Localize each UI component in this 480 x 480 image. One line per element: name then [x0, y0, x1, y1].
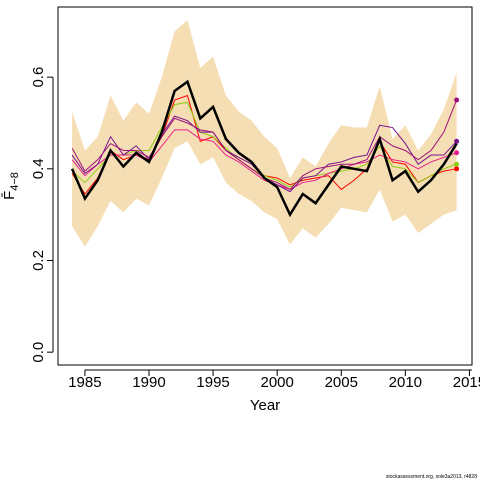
end-point — [454, 138, 460, 144]
x-axis-label: Year — [250, 397, 280, 414]
y-label-main: F̄ — [1, 191, 18, 200]
end-point — [454, 166, 460, 172]
x-tick-label: 1995 — [196, 374, 229, 391]
end-point — [454, 150, 460, 156]
x-tick-label: 1990 — [132, 374, 165, 391]
y-tick-label: 0.0 — [30, 342, 47, 363]
series-line — [70, 79, 458, 218]
y-tick-label: 0.4 — [30, 158, 47, 179]
x-tick-label: 2015 — [453, 374, 480, 391]
footnote: stockassessment.org, sole3a2013, r4828 — [386, 474, 477, 480]
x-tick-label: 1985 — [68, 374, 101, 391]
end-point — [454, 97, 460, 103]
y-tick-label: 0.6 — [30, 67, 47, 88]
series-line — [71, 129, 457, 190]
x-tick-label: 2000 — [260, 374, 293, 391]
x-tick-label: 2010 — [389, 374, 422, 391]
y-label-sub: 4−8 — [9, 172, 21, 191]
y-tick-label: 0.2 — [30, 250, 47, 271]
x-tick-label: 2005 — [325, 374, 358, 391]
y-axis-label: F̄4−8 — [1, 172, 21, 200]
plot-frame — [57, 6, 473, 366]
confidence-band — [72, 19, 457, 247]
end-point — [454, 161, 460, 167]
